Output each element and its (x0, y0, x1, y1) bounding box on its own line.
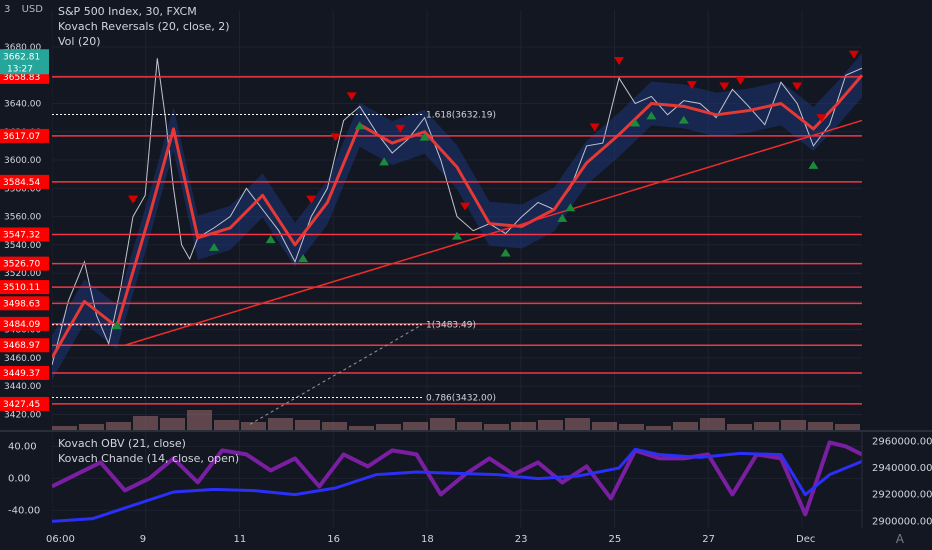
sub-right-tick-label: 2940000.00 (872, 463, 932, 474)
price-level-label: 3468.97 (3, 341, 40, 351)
volume-bar (160, 418, 185, 430)
price-level-label: 3547.32 (3, 230, 40, 240)
price-level-label: 3526.70 (3, 260, 40, 270)
volume-bar (511, 422, 536, 430)
auto-scale-button[interactable]: A (896, 532, 904, 546)
time-axis-label: 16 (327, 534, 340, 545)
volume-bar (376, 424, 401, 430)
volume-bar (619, 424, 644, 430)
sub-right-tick-label: 2960000.00 (872, 436, 932, 447)
sub-left-tick-label: 0.00 (8, 473, 30, 484)
volume-bar (214, 420, 239, 430)
price-level-label: 3427.45 (3, 400, 40, 410)
price-axis-tick-label: 3440.00 (4, 382, 41, 392)
volume-bar (295, 420, 320, 430)
time-axis-label: Dec (796, 534, 815, 545)
price-level-label: 3617.07 (3, 132, 40, 142)
time-axis-label: 27 (702, 534, 715, 545)
volume-bar (538, 420, 563, 430)
fibonacci-label: 1(3483.49) (426, 321, 476, 331)
price-level-label: 3484.09 (3, 320, 40, 330)
volume-bar (268, 418, 293, 430)
volume-bar (349, 426, 374, 430)
scale-digit: 3 (4, 4, 10, 15)
volume-bar (241, 422, 266, 430)
volume-bar (52, 426, 77, 430)
sub-right-tick-label: 2920000.00 (872, 490, 932, 501)
price-axis-tick-label: 3460.00 (4, 354, 41, 364)
volume-bar (187, 410, 212, 430)
volume-bar (592, 422, 617, 430)
price-level-label: 3449.37 (3, 369, 40, 379)
sub-left-tick-label: 40.00 (8, 441, 37, 452)
price-level-label: 3510.11 (3, 283, 40, 293)
volume-bar (673, 422, 698, 430)
scale-indicator[interactable]: 3 USD (4, 4, 43, 15)
price-level-label: 3658.83 (3, 73, 40, 83)
fibonacci-label: 0.786(3432.00) (426, 393, 496, 403)
volume-bar (322, 422, 347, 430)
volume-bar (430, 418, 455, 430)
volume-bar (484, 424, 509, 430)
time-axis-label: 25 (609, 534, 622, 545)
current-price-label: 3662.81 (3, 52, 40, 62)
sub-right-tick-label: 2900000.00 (872, 516, 932, 527)
volume-bar (403, 422, 428, 430)
price-axis-tick-label: 3640.00 (4, 99, 41, 109)
volume-bar (457, 422, 482, 430)
time-axis-label: 11 (234, 534, 247, 545)
price-axis-tick-label: 3540.00 (4, 241, 41, 251)
volume-bar (835, 424, 860, 430)
time-axis-label: 9 (140, 534, 146, 545)
volume-bar (565, 418, 590, 430)
currency-label: USD (22, 4, 43, 15)
volume-bar (727, 424, 752, 430)
time-axis-label: 06:00 (46, 534, 75, 545)
price-axis-tick-label: 3420.00 (4, 410, 41, 420)
price-axis-tick-label: 3560.00 (4, 213, 41, 223)
volume-bar (754, 422, 779, 430)
price-axis-tick-label: 3600.00 (4, 156, 41, 166)
volume-bar (808, 422, 833, 430)
price-level-label: 3498.63 (3, 299, 40, 309)
volume-bar (106, 422, 131, 430)
time-axis-label: 23 (515, 534, 528, 545)
price-countdown: 13:27 (7, 64, 33, 74)
price-level-label: 3584.54 (3, 178, 40, 188)
fibonacci-label: 1.618(3632.19) (426, 111, 496, 121)
volume-bar (646, 426, 671, 430)
sub-left-tick-label: -40.00 (8, 505, 40, 516)
time-axis-label: 18 (421, 534, 434, 545)
volume-bar (700, 418, 725, 430)
volume-bar (79, 424, 104, 430)
volume-bar (133, 416, 158, 430)
volume-bar (781, 420, 806, 430)
